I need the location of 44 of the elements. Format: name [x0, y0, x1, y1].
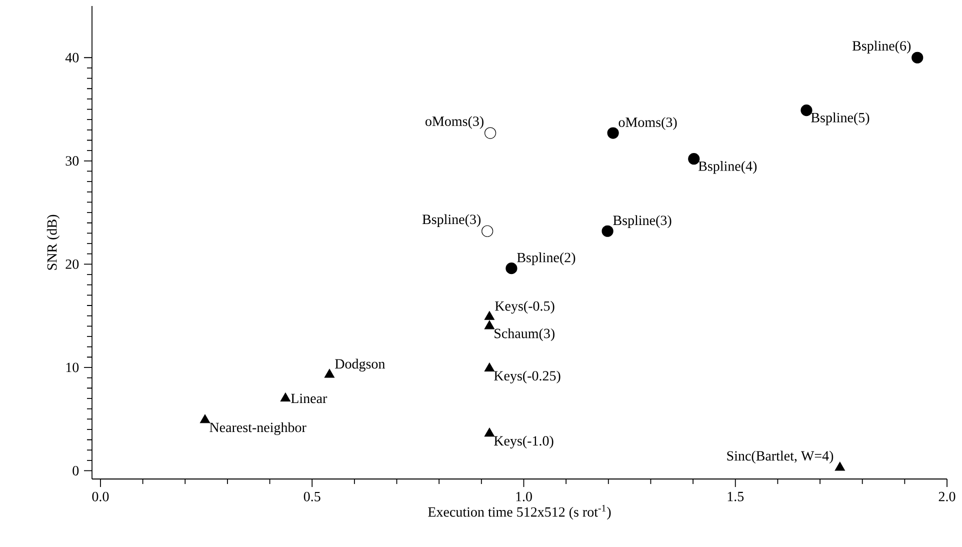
y-tick-label: 30 — [66, 156, 79, 166]
point — [607, 127, 619, 139]
x-tick-label: 0.0 — [92, 492, 109, 502]
y-axis-title: SNR (dB) — [46, 214, 60, 270]
point — [506, 262, 518, 274]
annotation: Bspline(3) — [613, 215, 672, 228]
point — [912, 52, 924, 64]
x-axis-title: Execution time 512x512 (s rot$^{-1}$) — [428, 504, 611, 520]
point — [484, 428, 495, 437]
annotation: oMoms(3) — [618, 117, 677, 130]
annotation: Nearest-neighbor — [210, 422, 306, 436]
annotation: Bspline(4) — [698, 161, 757, 174]
y-tick-label: 10 — [66, 362, 79, 372]
x-tick-label: 1.0 — [516, 492, 532, 502]
point — [602, 225, 614, 237]
annotation: Keys(-1.0) — [494, 436, 554, 448]
point — [484, 362, 495, 372]
annotation: Bspline(6) — [852, 40, 911, 54]
annotation: Dodgson — [335, 358, 385, 372]
annotation: Keys(-0.25) — [494, 370, 560, 384]
point — [484, 320, 495, 330]
point — [834, 462, 845, 471]
annotation: Bspline(5) — [811, 112, 870, 126]
point — [200, 414, 210, 424]
annotation: Sinc(Bartlet, W=4) — [727, 450, 834, 464]
annotation: Linear — [291, 394, 328, 404]
point — [688, 153, 700, 165]
annotation: Bspline(3) — [422, 214, 481, 227]
point — [280, 392, 290, 402]
y-tick-label: 20 — [66, 259, 79, 269]
annotation: Schaum(3) — [494, 328, 554, 342]
x-tick-label: 2.0 — [938, 492, 956, 502]
x-tick-label: 1.5 — [728, 492, 744, 502]
point — [800, 104, 812, 116]
point — [484, 311, 495, 320]
annotation: oMoms(3) — [426, 116, 484, 129]
point — [484, 127, 496, 139]
point — [324, 368, 335, 378]
y-tick-label: 40 — [65, 52, 79, 62]
annotation: Bspline(2) — [517, 252, 576, 266]
y-tick-label: 0 — [72, 466, 79, 476]
point — [482, 225, 494, 237]
x-tick-label: 0.5 — [304, 492, 320, 502]
annotation: Keys(-0.5) — [495, 300, 554, 314]
